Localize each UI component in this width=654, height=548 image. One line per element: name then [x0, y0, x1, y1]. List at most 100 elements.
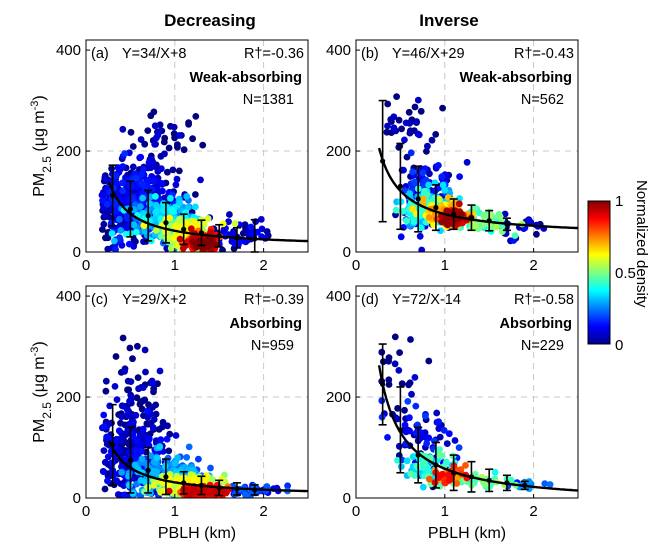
data-point	[151, 122, 159, 130]
data-point	[100, 423, 108, 430]
data-point	[441, 186, 448, 194]
data-point	[435, 162, 442, 169]
bin-mean	[163, 474, 169, 480]
data-point	[439, 181, 447, 189]
data-point	[138, 180, 146, 188]
data-point	[174, 143, 181, 151]
sample-count: N=1381	[243, 92, 294, 108]
data-point	[117, 227, 125, 234]
data-point	[126, 397, 133, 405]
data-point	[394, 405, 401, 412]
data-point	[190, 488, 197, 495]
data-point	[183, 454, 191, 461]
panel-2: 0 1 2 0 200 400 (c) Y=29/X+2 R†=-0.39 Absorbing N=…	[29, 285, 309, 542]
data-point	[423, 191, 431, 198]
scatter-points	[383, 93, 548, 252]
data-point	[175, 167, 183, 175]
data-point	[443, 215, 451, 222]
data-point	[416, 232, 424, 240]
data-point	[167, 194, 174, 202]
data-point	[113, 208, 120, 216]
data-point	[172, 432, 180, 439]
data-point	[390, 113, 398, 121]
data-point	[406, 427, 413, 435]
data-point	[436, 452, 444, 459]
data-point	[409, 205, 417, 213]
data-point	[174, 454, 182, 462]
data-point	[395, 367, 403, 374]
colorbar-label: Normalized density	[633, 180, 650, 308]
data-point	[463, 158, 471, 166]
data-point	[436, 433, 444, 441]
data-point	[414, 96, 422, 104]
data-point	[121, 368, 128, 375]
x-tick-label: 1	[171, 257, 179, 274]
data-point	[117, 419, 124, 427]
bin-mean	[433, 204, 439, 211]
data-point	[129, 163, 137, 171]
data-point	[164, 168, 171, 176]
data-point	[425, 214, 433, 221]
data-point	[170, 123, 178, 131]
data-point	[417, 107, 425, 115]
data-point	[158, 423, 166, 431]
data-point	[385, 376, 393, 384]
data-point	[407, 336, 414, 343]
data-point	[192, 113, 200, 120]
data-point	[157, 232, 165, 240]
data-point	[404, 398, 412, 405]
data-point	[456, 173, 463, 181]
data-point	[263, 228, 271, 235]
data-point	[139, 384, 147, 391]
data-point	[411, 374, 419, 381]
data-point	[425, 434, 433, 442]
data-point	[157, 436, 165, 443]
data-point	[108, 230, 116, 237]
data-point	[124, 386, 131, 394]
y-axis-label: PM2.5 (μg m-3)	[29, 341, 54, 442]
y-tick-label: 200	[56, 389, 81, 406]
data-point	[189, 135, 197, 143]
x-tick-label: 2	[259, 503, 267, 520]
data-point	[110, 237, 118, 245]
data-point	[192, 203, 199, 211]
data-point	[141, 140, 149, 148]
data-point	[407, 470, 415, 478]
x-tick-label: 2	[529, 257, 537, 274]
data-point	[100, 447, 108, 454]
data-point	[140, 222, 148, 230]
data-point	[226, 211, 233, 218]
scatter-points	[378, 333, 554, 493]
data-point	[422, 412, 429, 420]
data-point	[152, 410, 160, 418]
data-point	[127, 378, 135, 385]
data-point	[439, 104, 446, 112]
x-tick-label: 0	[352, 257, 360, 274]
data-point	[391, 333, 399, 341]
bin-mean	[163, 220, 169, 226]
data-point	[405, 108, 413, 116]
data-point	[179, 244, 187, 252]
fit-curve	[108, 440, 308, 493]
y-tick-label: 0	[73, 490, 81, 507]
sample-count: N=562	[521, 92, 564, 108]
data-point	[176, 235, 184, 243]
data-point	[100, 411, 108, 419]
data-point	[393, 93, 400, 100]
data-point	[391, 360, 399, 368]
data-point	[247, 492, 254, 498]
data-point	[126, 482, 133, 489]
data-point	[435, 418, 442, 426]
x-tick-label: 0	[82, 503, 90, 520]
data-point	[417, 429, 425, 437]
bin-mean	[397, 183, 403, 189]
fit-curve	[107, 181, 308, 243]
correlation-text: R†=-0.58	[514, 292, 574, 308]
data-point	[411, 178, 418, 186]
data-point	[99, 191, 106, 199]
data-point	[110, 470, 118, 478]
data-point	[158, 180, 166, 187]
y-tick-label: 200	[56, 143, 81, 160]
data-point	[462, 462, 469, 469]
